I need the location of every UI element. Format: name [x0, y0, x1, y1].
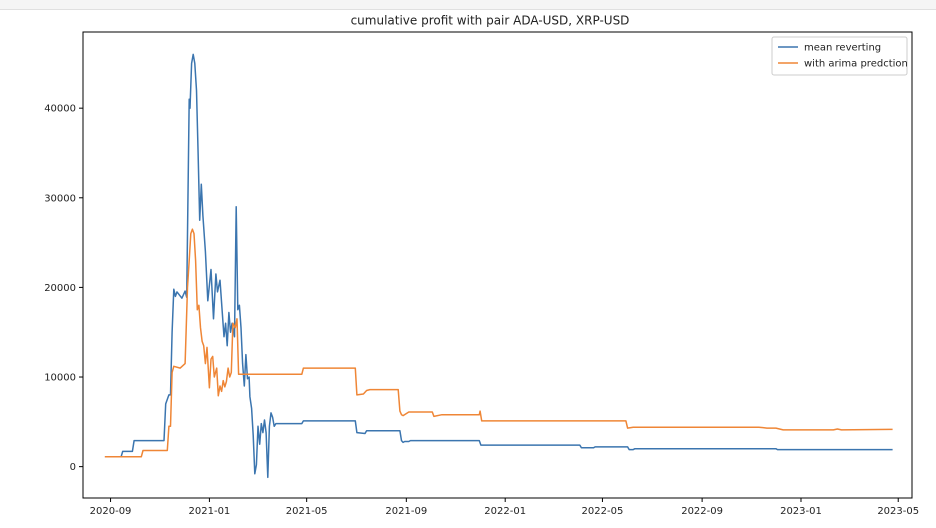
x-tick-label: 2022-09 [681, 506, 723, 517]
x-tick-label: 2021-09 [385, 506, 427, 517]
x-tick-label: 2023-05 [877, 506, 919, 517]
x-tick-label: 2021-01 [189, 506, 231, 517]
x-tick-label: 2023-01 [780, 506, 822, 517]
chart-title: cumulative profit with pair ADA-USD, XRP… [351, 14, 630, 28]
y-tick-label: 20000 [44, 283, 76, 294]
y-tick-label: 0 [70, 462, 76, 473]
x-tick-label: 2021-05 [286, 506, 328, 517]
x-tick-label: 2022-05 [582, 506, 624, 517]
legend: mean reverting with arima predction [771, 36, 908, 76]
y-tick-label: 10000 [44, 373, 76, 384]
legend-label-1: with arima predction [804, 59, 908, 70]
x-axis: 2020-09 2021-01 2021-05 2021-09 2022-01 2022-… [90, 498, 919, 517]
window-top-edge [0, 0, 936, 10]
plot-frame [82, 31, 913, 499]
x-tick-label: 2020-09 [90, 506, 132, 517]
y-axis: 0 10000 20000 30000 40000 [44, 104, 83, 473]
series-line-0 [104, 53, 893, 479]
x-tick-label: 2022-01 [484, 506, 526, 517]
y-tick-label: 40000 [44, 104, 76, 115]
y-tick-label: 30000 [44, 193, 76, 204]
series-line-1 [104, 228, 893, 458]
series-layer [104, 53, 893, 479]
legend-box [771, 36, 908, 76]
legend-label-0: mean reverting [804, 43, 881, 54]
